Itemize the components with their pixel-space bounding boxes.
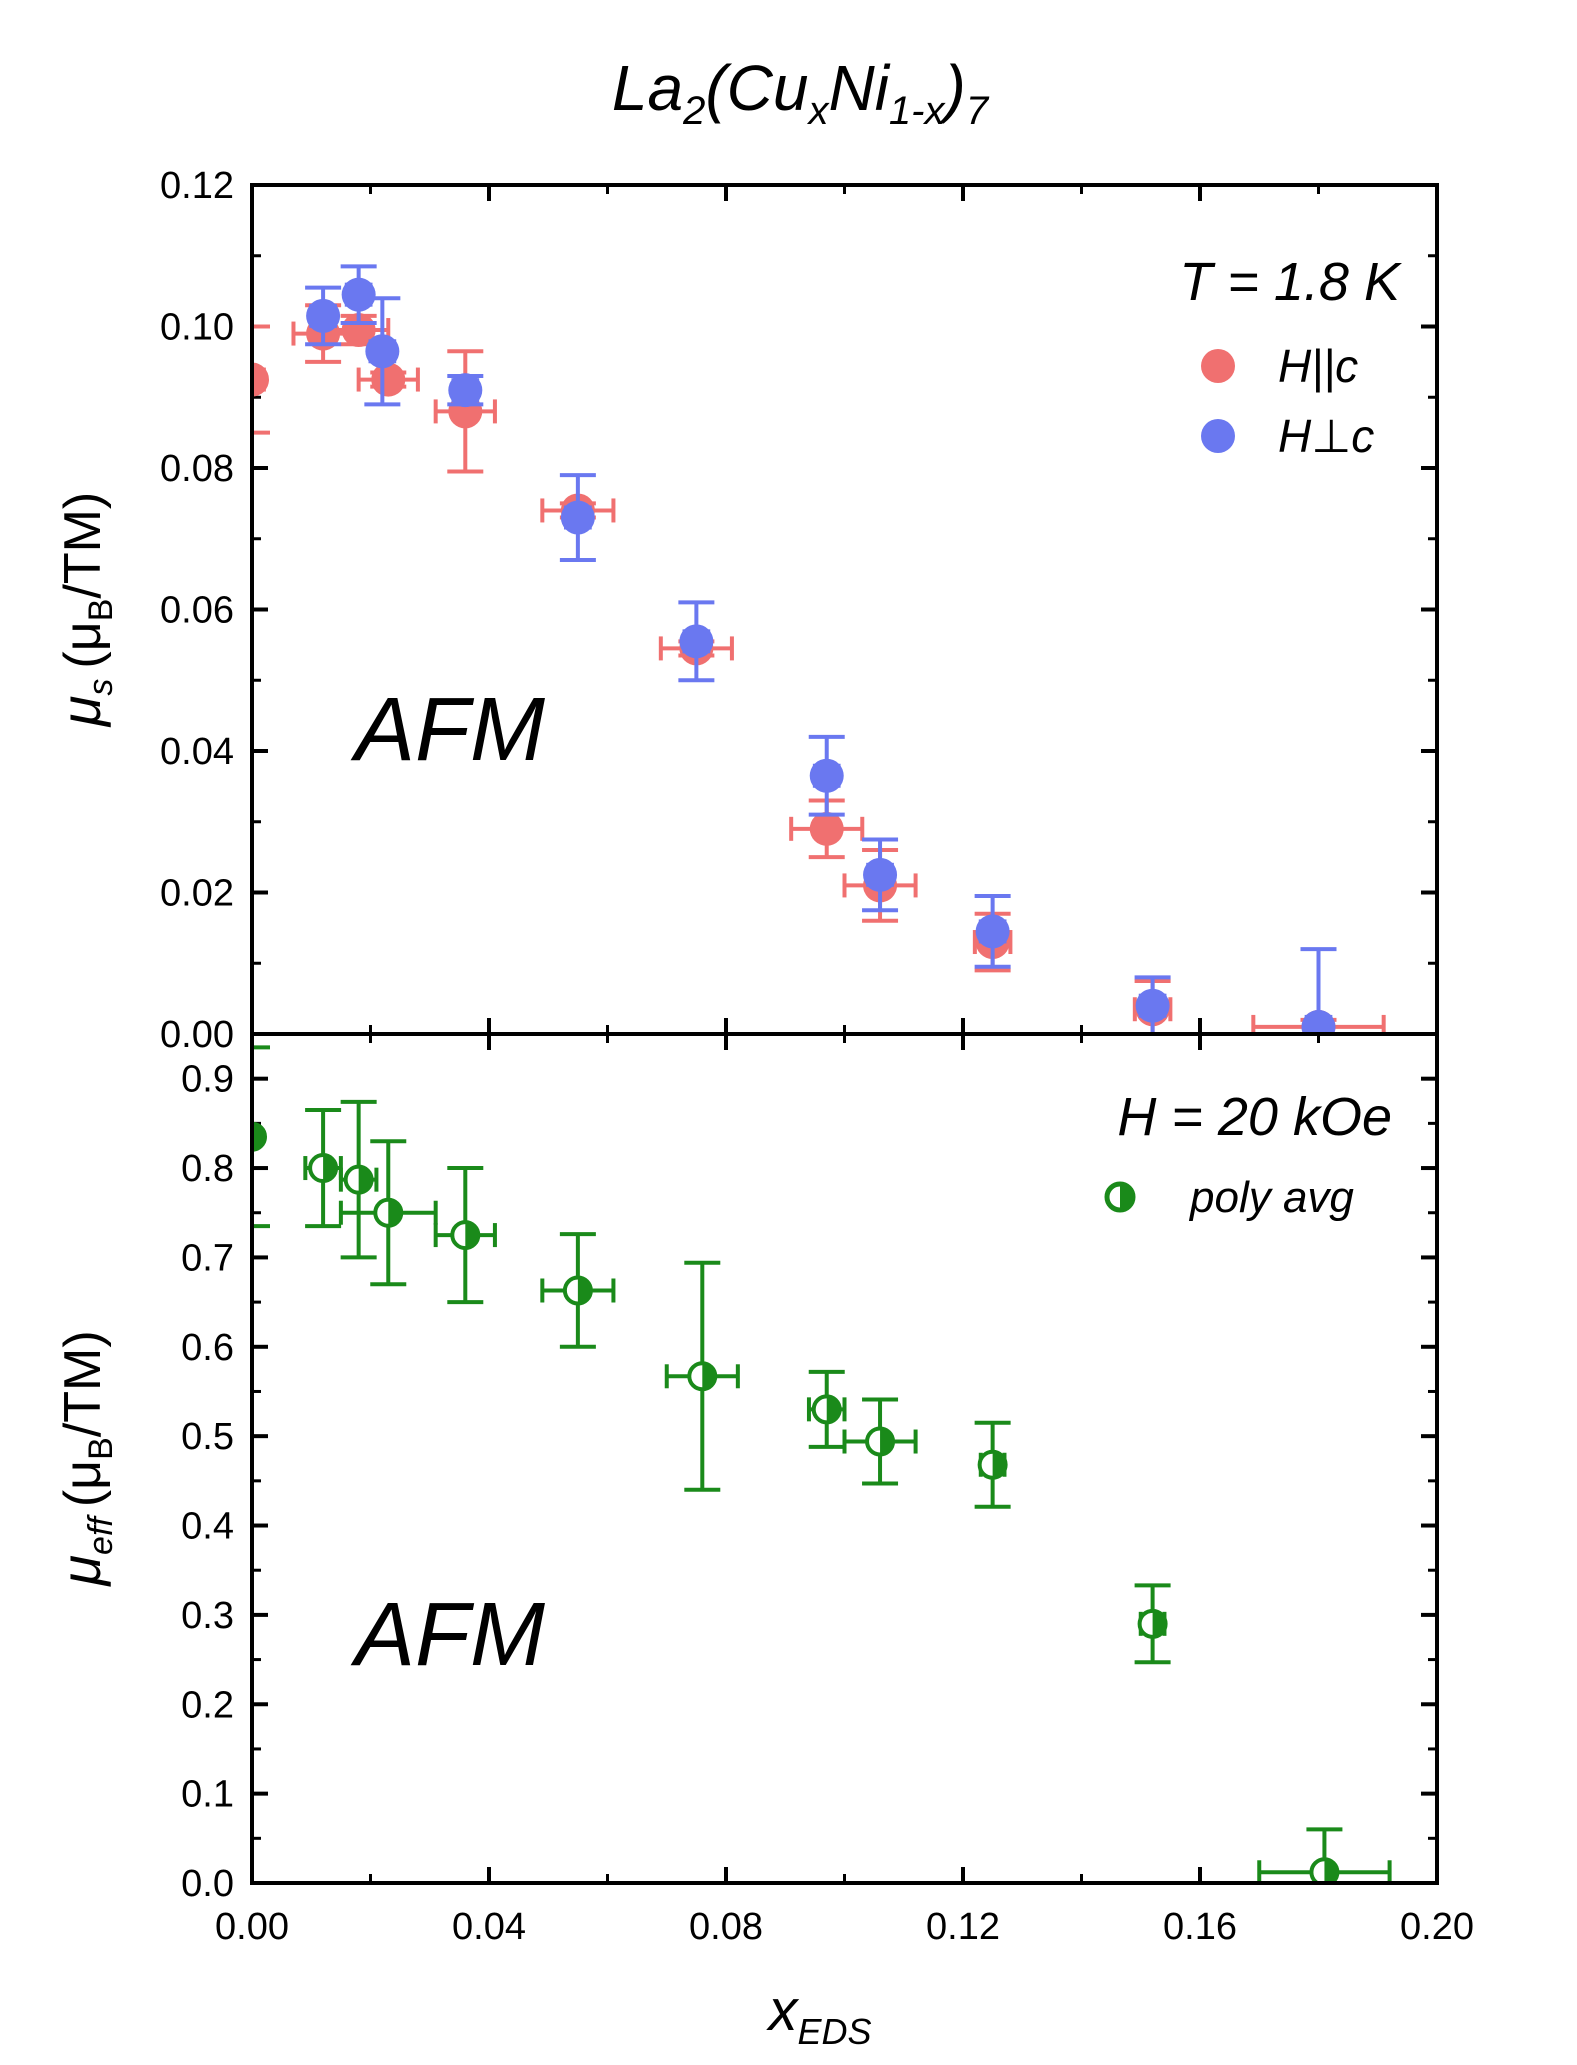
perpendicular-point [863,857,898,892]
legend-marker-parallel [1201,349,1235,383]
perpendicular-point [809,758,844,793]
top-ytick-label: 0.06 [160,590,234,632]
perpendicular-point [975,914,1010,949]
perpendicular-point [560,500,595,535]
top-panel-frame [250,183,1439,1036]
bottom-ytick-label: 0.8 [181,1148,234,1190]
poly-point-half [826,1396,840,1423]
top-series-layer [252,264,1386,1034]
poly-point-half [1324,1859,1338,1883]
parallel-point [371,362,406,397]
bottom-ytick-label: 0.0 [181,1863,234,1905]
parallel-point [809,811,844,846]
title-sub-3: 1-x [889,89,947,133]
bottom-ytick-label: 0.6 [181,1327,234,1369]
xtick-label: 0.12 [926,1906,1000,1948]
title-sub-1: 2 [682,89,705,133]
perpendicular-point [1135,988,1170,1023]
top-panel: 0.00 0.02 0.04 0.06 0.08 0.10 0.12 T = 1.8 K A… [49,165,1439,1056]
top-ytick-label: 0.04 [160,731,234,773]
perpendicular-point [365,334,400,369]
parallel-point [252,362,269,397]
top-data-group [252,264,1386,1034]
title-base: La [612,52,683,124]
poly-point-half [358,1166,372,1193]
title-sub-2: x [806,89,830,133]
perpendicular-point [306,298,341,333]
top-y-axis-label: μs(μB/TM) [49,492,120,729]
xtick-label: 0.04 [452,1906,526,1948]
top-legend: H||c H⊥c [1201,340,1374,462]
top-ytick-label: 0.02 [160,873,234,915]
top-annotation: T = 1.8 K [1179,252,1402,312]
legend-label-parallel: H||c [1278,340,1358,392]
bottom-series-layer [252,1045,1392,1883]
bottom-x-ticks: 0.00 0.04 0.08 0.12 0.16 0.20 [215,1906,1474,1948]
bottom-ytick-label: 0.5 [181,1416,234,1458]
xtick-label: 0.20 [1400,1906,1474,1948]
bottom-ytick-label: 0.1 [181,1774,234,1816]
bottom-region-label: AFM [350,1585,545,1685]
perpendicular-point [448,373,483,408]
poly-point-half [880,1428,894,1455]
poly-point-half [577,1277,591,1304]
perpendicular-point [341,277,376,312]
xtick-label: 0.00 [215,1906,289,1948]
poly-point-half [1152,1610,1166,1637]
top-ytick-label: 0.08 [160,448,234,490]
bottom-ytick-label: 0.7 [181,1237,234,1279]
xtick-label: 0.08 [689,1906,763,1948]
bottom-panel-frame [250,1032,1439,1885]
top-ytick-label: 0.00 [160,1014,234,1056]
perpendicular-point [679,624,714,659]
poly-point-half [323,1155,337,1182]
poly-point-half [465,1222,479,1249]
legend-marker-perpendicular [1201,419,1235,453]
poly-point-half [702,1363,716,1390]
top-region-label: AFM [350,680,545,780]
poly-point-half [992,1451,1006,1478]
bottom-ytick-label: 0.9 [181,1059,234,1101]
x-axis-label: xEDS [765,1978,871,2052]
bottom-data-group [252,1045,1392,1883]
bottom-ytick-label: 0.2 [181,1684,234,1726]
legend-marker-poly-fill [1120,1184,1133,1210]
bottom-panel: 0.00.10.20.30.40.50.60.70.80.9 0.00 0.04 0… [49,1032,1474,2052]
poly-point-half [388,1199,402,1226]
title-open: (Cu [705,52,808,124]
title-sub-4: 7 [966,89,990,133]
bottom-annotation: H = 20 kOe [1117,1087,1392,1147]
bottom-y-ticks: 0.0 0.1 0.2 0.3 0.4 0.5 0.6 0.7 0.8 0.9 [181,1034,1439,1905]
legend-label-perpendicular: H⊥c [1278,410,1374,462]
bottom-ytick-label: 0.3 [181,1595,234,1637]
top-y-ticks: 0.00 0.02 0.04 0.06 0.08 0.10 0.12 [160,165,1439,1056]
xtick-label: 0.16 [1163,1906,1237,1948]
bottom-y-axis-label: μeff(μB/TM) [49,1330,120,1587]
top-ytick-label: 0.10 [160,307,234,349]
poly-point-half [252,1123,266,1150]
bottom-legend: poly avg [1104,1173,1354,1222]
perpendicular-point [1301,1009,1336,1034]
title-mid: Ni [828,52,890,124]
top-ytick-label: 0.12 [160,165,234,207]
figure-title: La2(CuxNi1-x)7 [612,52,990,133]
legend-label-poly: poly avg [1188,1173,1354,1222]
bottom-ytick-label: 0.4 [181,1506,234,1548]
